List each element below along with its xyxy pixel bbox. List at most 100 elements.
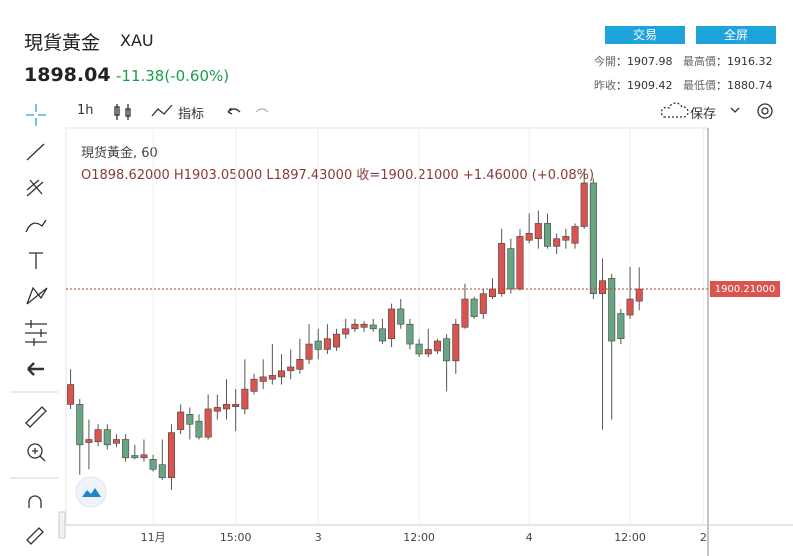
candle-body xyxy=(351,323,359,330)
candle-body xyxy=(562,236,570,241)
candle-body xyxy=(626,298,634,316)
candle-body xyxy=(333,333,341,348)
candle-body xyxy=(470,298,478,317)
candle-body xyxy=(599,280,607,294)
candle-body xyxy=(571,226,579,244)
candle-body xyxy=(177,411,185,430)
candle-body xyxy=(149,459,157,470)
stat-value: 1916.32 xyxy=(727,55,773,68)
candle-body xyxy=(103,429,111,446)
candle-body xyxy=(287,366,295,372)
candle-body xyxy=(360,323,368,328)
save[interactable]: 保存 xyxy=(690,107,717,122)
candle-body xyxy=(112,439,120,444)
candle-body xyxy=(268,375,276,380)
candle-body xyxy=(507,248,515,290)
candle-body xyxy=(131,455,139,459)
x-tick-label: 12:00 xyxy=(614,531,646,544)
candle-body xyxy=(85,439,93,443)
indicators[interactable]: 指标 xyxy=(178,107,205,122)
candle-body xyxy=(158,464,166,478)
stat-value: 1880.74 xyxy=(727,79,773,92)
stat-label: 今開 xyxy=(594,55,616,68)
candle-body xyxy=(525,233,533,241)
stat: 今開：1907.98 xyxy=(594,55,673,68)
candle-body xyxy=(580,182,588,227)
candle-body xyxy=(498,242,506,294)
interval[interactable]: 1h xyxy=(77,103,94,118)
candle-body xyxy=(305,343,313,360)
candle-body xyxy=(406,323,414,345)
candle-body xyxy=(296,359,304,370)
candle-body xyxy=(369,324,377,330)
stat: 最高價：1916.32 xyxy=(683,55,773,68)
candle-body xyxy=(452,323,460,362)
x-tick-label: 3 xyxy=(315,531,322,544)
candle-body xyxy=(213,407,221,412)
trade-button[interactable]: 交易 xyxy=(605,26,685,44)
candle-body xyxy=(433,340,441,352)
stat-value: 1907.98 xyxy=(627,55,673,68)
candle-body xyxy=(424,349,432,355)
stat-label: 最低價 xyxy=(683,79,716,92)
candle-body xyxy=(378,328,386,342)
candle-body xyxy=(122,439,130,459)
last-price-box xyxy=(710,281,780,298)
stat-label: 昨收 xyxy=(594,79,616,92)
candle-body xyxy=(259,376,267,382)
candle-body xyxy=(314,340,322,350)
stat-value: 1909.42 xyxy=(627,79,673,92)
stat: 昨收：1909.42 xyxy=(594,79,673,92)
candle-body xyxy=(250,378,258,392)
change: -11.38(-0.60%) xyxy=(116,67,230,85)
candle-body xyxy=(488,288,496,298)
title: 現貨黃金 xyxy=(24,32,101,54)
legend-name: 現货黃金, 60 xyxy=(81,146,158,161)
fullscreen-button[interactable]: 全屏 xyxy=(696,26,776,44)
candle-body xyxy=(186,413,194,425)
legend-ohlc: O1898.62000 H1903.05000 L1897.43000 收=19… xyxy=(81,168,595,183)
candle-body xyxy=(204,408,212,438)
candle-body xyxy=(543,223,552,247)
candle-body xyxy=(534,223,542,240)
candle-body xyxy=(232,404,240,407)
last-price-label: 1900.21000 xyxy=(715,284,775,295)
price: 1898.04 xyxy=(24,64,111,86)
candle-body xyxy=(516,236,524,290)
candle-body xyxy=(388,308,396,340)
candle-body xyxy=(323,338,331,350)
candle-body xyxy=(241,388,249,410)
candle-body xyxy=(589,182,597,294)
candle-body xyxy=(479,293,487,314)
cloud-badge[interactable] xyxy=(75,476,107,508)
candle-body xyxy=(342,328,350,335)
x-tick-label: 4 xyxy=(526,531,533,544)
candle-body xyxy=(195,420,203,438)
x-tick-label: 2 xyxy=(700,531,707,544)
candle-body xyxy=(140,454,148,459)
x-tick-label: 15:00 xyxy=(220,531,252,544)
candle-body xyxy=(397,308,405,325)
x-tick-label: 12:00 xyxy=(403,531,435,544)
candle-body xyxy=(617,313,625,340)
candle-body xyxy=(415,343,423,355)
toolbar-icons xyxy=(10,102,773,545)
scroll-handle[interactable] xyxy=(58,511,66,539)
candle-body xyxy=(278,370,286,378)
x-tick-label: 11月 xyxy=(141,531,166,544)
candle-body xyxy=(76,404,84,446)
stat-label: 最高價 xyxy=(683,55,716,68)
candle-body xyxy=(461,298,469,328)
candle-body xyxy=(635,288,643,302)
candle-body xyxy=(67,384,75,405)
candle-body xyxy=(222,404,231,410)
candle-body xyxy=(167,432,175,478)
stat: 最低價：1880.74 xyxy=(683,79,773,92)
candle-body xyxy=(608,278,616,342)
candle-body xyxy=(443,338,451,362)
candle-body xyxy=(553,238,561,247)
symbol: XAU xyxy=(120,31,154,50)
candle-body xyxy=(94,429,102,443)
